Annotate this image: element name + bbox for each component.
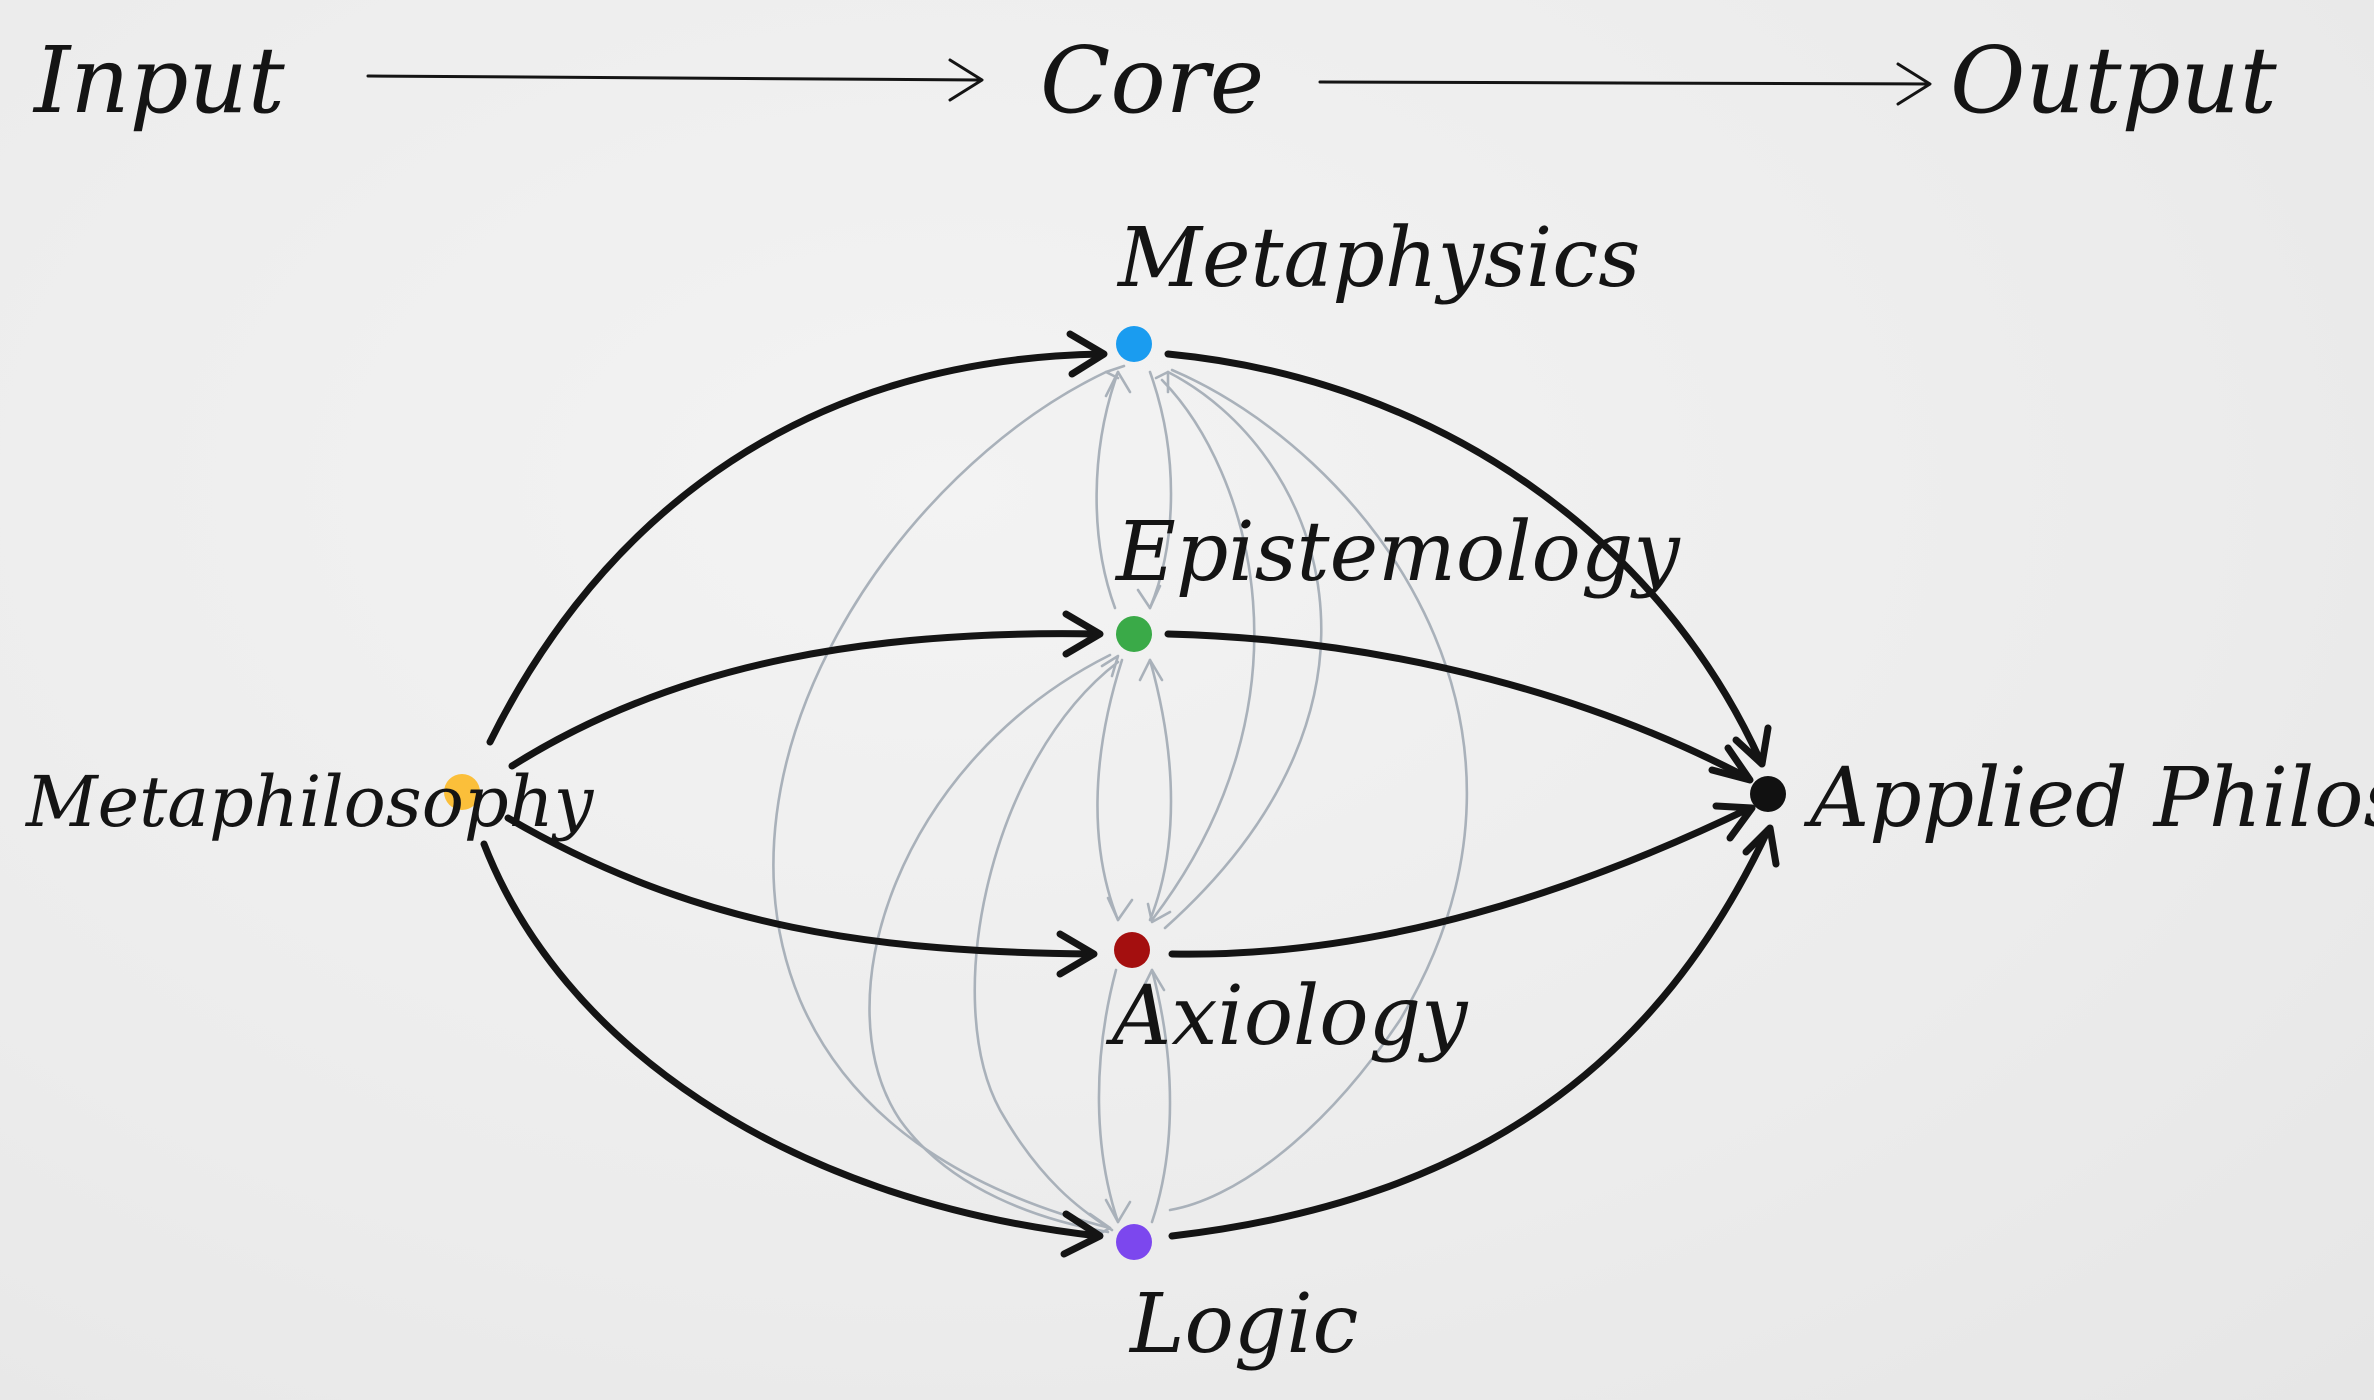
axiology-label: Axiology	[1105, 969, 1469, 1064]
metaphysics-label: Metaphysics	[1116, 211, 1640, 306]
metaphysics-node	[1116, 326, 1152, 362]
header-output-label: Output	[1950, 27, 2278, 134]
epistemology-node	[1116, 616, 1152, 652]
axiology-node	[1114, 932, 1150, 968]
epistemology-label: Epistemology	[1114, 505, 1681, 600]
header-arrow-core-output	[1318, 62, 1932, 106]
metaphilosophy-label: Metaphilosophy	[24, 761, 595, 843]
applied-philosophy-label: Applied Philosophy	[1803, 751, 2374, 846]
applied-philosophy-node	[1750, 776, 1786, 812]
logic-node	[1116, 1224, 1152, 1260]
core-interconnections	[772, 364, 1469, 1240]
logic-label: Logic	[1128, 1277, 1358, 1372]
input-edges	[480, 330, 1108, 1258]
metaphilosophy-node	[444, 774, 480, 810]
header-arrow-input-core	[366, 58, 984, 102]
output-edges	[1164, 350, 1780, 1240]
header-input-label: Input	[32, 27, 286, 134]
header-core-label: Core	[1040, 27, 1264, 134]
